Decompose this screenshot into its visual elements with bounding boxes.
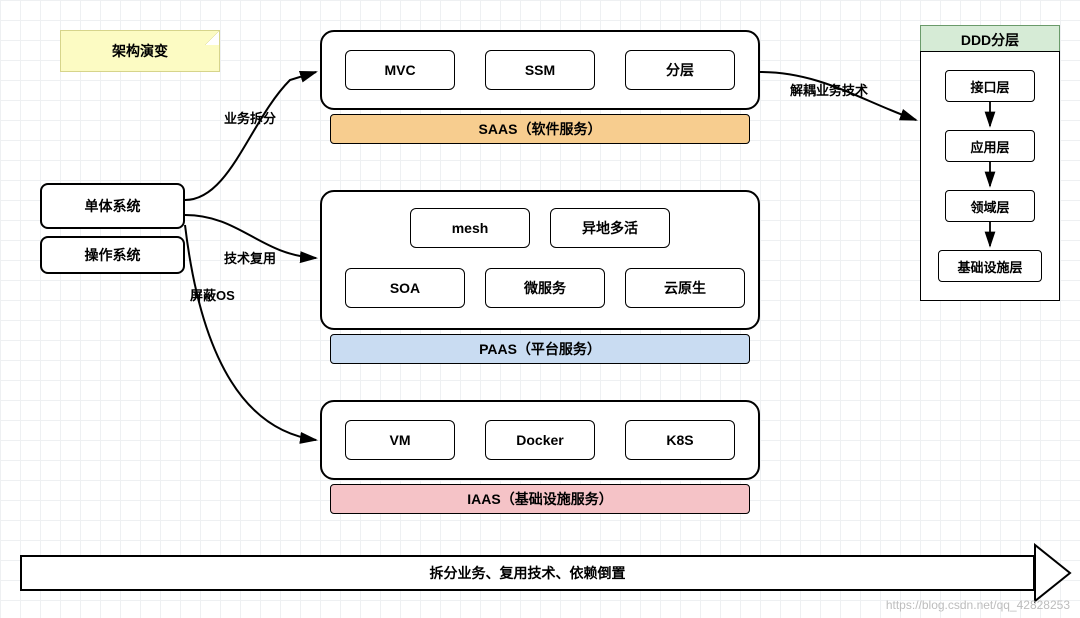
label: 异地多活 [582,218,638,238]
box-iaas-vm: VM [345,420,455,460]
note-architecture-evolution: 架构演变 [60,30,220,72]
box-paas-microservice: 微服务 [485,268,605,308]
label: PAAS（平台服务） [479,341,601,357]
label: 屏蔽OS [190,288,235,303]
label: MVC [384,62,415,78]
box-os-label: 操作系统 [85,245,141,265]
label-saas: SAAS（软件服务） [330,114,750,144]
label: SOA [390,280,420,296]
label: 分层 [666,60,694,80]
label: Docker [516,432,563,448]
label: VM [390,432,411,448]
box-saas-mvc: MVC [345,50,455,90]
label: 解耦业务技术 [790,83,868,98]
box-paas-multisite: 异地多活 [550,208,670,248]
label: 应用层 [970,137,1009,156]
watermark: https://blog.csdn.net/qq_42828253 [886,598,1070,612]
label: 基础设施层 [957,257,1022,276]
label: 接口层 [970,77,1009,96]
label: DDD分层 [961,32,1019,48]
box-paas-cloudnative: 云原生 [625,268,745,308]
edge-label-business-split: 业务拆分 [224,108,276,127]
label: 领域层 [970,197,1009,216]
label: 业务拆分 [224,111,276,126]
note-label: 架构演变 [112,41,168,61]
label: 技术复用 [224,251,276,266]
timeline-bar: 拆分业务、复用技术、依赖倒置 [20,555,1035,591]
box-saas-layer: 分层 [625,50,735,90]
group-paas [320,190,760,330]
label: SSM [525,62,555,78]
edge-label-tech-reuse: 技术复用 [224,248,276,267]
box-paas-mesh: mesh [410,208,530,248]
label: K8S [666,432,693,448]
watermark-text: https://blog.csdn.net/qq_42828253 [886,598,1070,612]
box-iaas-docker: Docker [485,420,595,460]
label-paas: PAAS（平台服务） [330,334,750,364]
label: 微服务 [524,278,566,298]
label: IAAS（基础设施服务） [467,491,612,507]
box-iaas-k8s: K8S [625,420,735,460]
box-os: 操作系统 [40,236,185,274]
label-iaas: IAAS（基础设施服务） [330,484,750,514]
box-monolith: 单体系统 [40,183,185,229]
ddd-layer-0: 接口层 [945,70,1035,102]
box-saas-ssm: SSM [485,50,595,90]
box-monolith-label: 单体系统 [85,196,141,216]
label: 云原生 [664,278,706,298]
ddd-layer-3: 基础设施层 [938,250,1042,282]
box-paas-soa: SOA [345,268,465,308]
ddd-layer-1: 应用层 [945,130,1035,162]
edge-label-shield-os: 屏蔽OS [190,285,235,304]
ddd-layer-2: 领域层 [945,190,1035,222]
label: SAAS（软件服务） [479,121,602,137]
label: 拆分业务、复用技术、依赖倒置 [430,563,626,583]
label: mesh [452,220,489,236]
edge-label-decouple: 解耦业务技术 [790,80,868,99]
